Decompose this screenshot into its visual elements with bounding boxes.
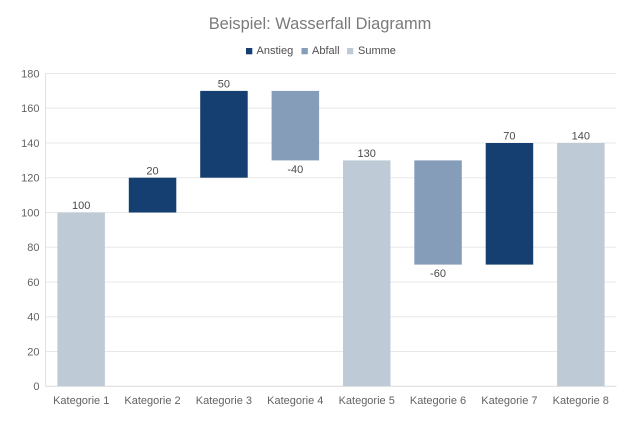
svg-text:140: 140	[21, 138, 39, 150]
svg-text:Summe: Summe	[358, 45, 396, 57]
svg-text:140: 140	[572, 131, 590, 143]
svg-text:Kategorie 7: Kategorie 7	[481, 395, 537, 407]
svg-text:120: 120	[21, 173, 39, 185]
svg-text:0: 0	[33, 381, 39, 393]
svg-text:Kategorie 1: Kategorie 1	[53, 395, 109, 407]
svg-text:100: 100	[72, 200, 90, 212]
svg-text:Beispiel: Wasserfall Diagramm: Beispiel: Wasserfall Diagramm	[209, 15, 432, 33]
svg-text:20: 20	[27, 346, 39, 358]
svg-text:60: 60	[27, 277, 39, 289]
svg-text:70: 70	[503, 131, 515, 143]
svg-text:Abfall: Abfall	[312, 45, 340, 57]
svg-text:80: 80	[27, 242, 39, 254]
svg-text:100: 100	[21, 207, 39, 219]
svg-text:Kategorie 8: Kategorie 8	[553, 395, 609, 407]
svg-text:Kategorie 4: Kategorie 4	[267, 395, 323, 407]
svg-text:Anstieg: Anstieg	[257, 45, 294, 57]
svg-text:Kategorie 6: Kategorie 6	[410, 395, 466, 407]
svg-text:Kategorie 5: Kategorie 5	[339, 395, 395, 407]
svg-text:-40: -40	[287, 164, 303, 176]
svg-text:130: 130	[358, 148, 376, 160]
svg-text:160: 160	[21, 103, 39, 115]
svg-text:40: 40	[27, 312, 39, 324]
svg-text:Kategorie 3: Kategorie 3	[196, 395, 252, 407]
svg-text:-60: -60	[430, 268, 446, 280]
svg-text:Kategorie 2: Kategorie 2	[124, 395, 180, 407]
svg-text:50: 50	[218, 78, 230, 90]
svg-text:20: 20	[146, 165, 158, 177]
svg-text:180: 180	[21, 68, 39, 80]
